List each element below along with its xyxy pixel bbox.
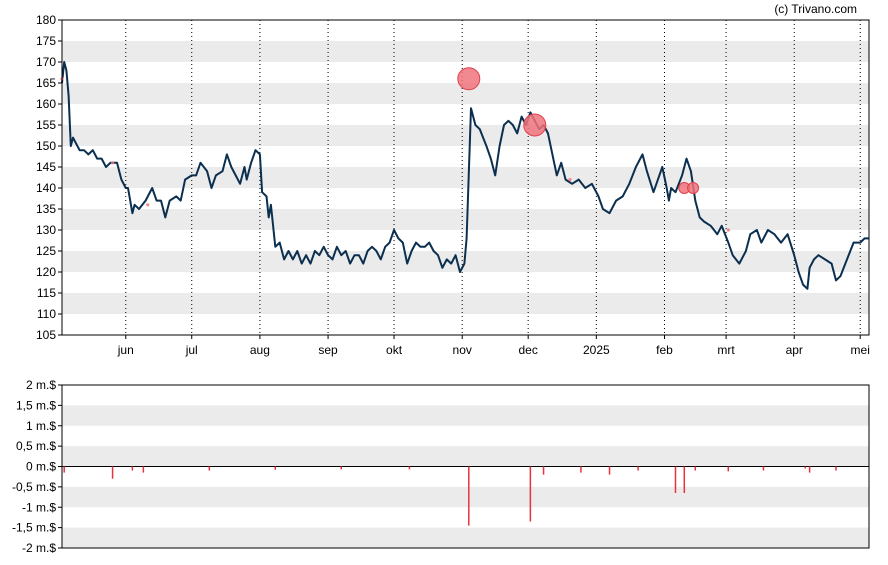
event-marker	[110, 161, 115, 165]
volume-bar	[274, 466, 277, 470]
x-tick-label: feb	[656, 343, 673, 357]
volume-bar	[835, 466, 837, 471]
y-tick-label: 170	[36, 55, 56, 69]
volume-panel: 2 m.$ 1,5 m.$ 1 m.$ 0,5 m.$ 0 m.$ -0,5 m.$ -1 …	[12, 378, 870, 555]
x-tick-label: okt	[386, 343, 403, 357]
volume-y-tick-label: -0,5 m.$	[12, 480, 56, 494]
event-marker	[726, 228, 730, 232]
volume-bar	[131, 466, 134, 471]
volume-bar	[694, 466, 697, 471]
volume-bar	[529, 466, 532, 522]
volume-bar	[762, 466, 765, 471]
price-band	[62, 167, 869, 188]
event-marker	[523, 113, 547, 137]
y-tick-label: 180	[36, 13, 56, 27]
y-tick-label: 135	[36, 202, 56, 216]
event-markers	[60, 67, 730, 232]
price-band	[62, 293, 869, 314]
x-tick-label: mrt	[717, 343, 735, 357]
volume-bar	[542, 466, 545, 475]
event-marker	[568, 178, 572, 182]
volume-bar	[637, 466, 639, 471]
y-tick-label: 140	[36, 181, 56, 195]
volume-band	[62, 446, 869, 467]
volume-bar	[111, 466, 114, 479]
price-x-ticks: jun jul aug sep okt nov dec 2025 feb mrt apr mei	[117, 335, 870, 357]
volume-y-tick-label: -1,5 m.$	[12, 521, 56, 535]
volume-y-ticks: 2 m.$ 1,5 m.$ 1 m.$ 0,5 m.$ 0 m.$ -0,5 m.$ -1 …	[12, 378, 62, 555]
x-tick-label: sep	[318, 343, 338, 357]
x-tick-label: jul	[185, 343, 198, 357]
volume-bar	[804, 466, 806, 469]
x-tick-label: aug	[250, 343, 270, 357]
event-marker	[146, 203, 150, 207]
volume-bar	[808, 466, 811, 473]
y-tick-label: 105	[36, 328, 56, 342]
x-tick-label: dec	[518, 343, 537, 357]
volume-band	[62, 486, 869, 508]
volume-y-tick-label: 1 m.$	[26, 419, 56, 433]
volume-band	[62, 527, 869, 548]
volume-bar	[674, 466, 677, 493]
y-tick-label: 115	[37, 286, 56, 300]
x-tick-label: jun	[117, 343, 134, 357]
y-tick-label: 145	[36, 160, 56, 174]
y-tick-label: 125	[36, 244, 56, 258]
credit-label: (c) Trivano.com	[774, 2, 857, 16]
volume-bands	[62, 405, 869, 548]
volume-bar	[63, 466, 65, 473]
y-tick-label: 155	[36, 118, 56, 132]
y-tick-label: 130	[36, 223, 56, 237]
x-tick-label: 2025	[583, 343, 610, 357]
price-frame	[61, 19, 870, 336]
volume-bar	[208, 466, 211, 471]
y-tick-label: 110	[37, 307, 56, 321]
volume-y-tick-label: -1 m.$	[22, 500, 56, 514]
price-band	[62, 41, 869, 62]
volume-bar	[683, 466, 686, 493]
volume-y-tick-label: -2 m.$	[22, 541, 56, 555]
price-band	[62, 83, 869, 104]
y-tick-label: 120	[36, 265, 56, 279]
volume-bar	[340, 466, 343, 470]
volume-y-tick-label: 0 m.$	[26, 460, 56, 474]
price-line	[61, 61, 869, 290]
volume-bars	[63, 466, 837, 526]
volume-y-tick-label: 2 m.$	[26, 378, 56, 392]
volume-y-tick-label: 1,5 m.$	[16, 398, 56, 412]
price-y-ticks: 105 110 115 120 125 130 135 140 145 150 155 160 165 1…	[36, 13, 62, 342]
y-tick-label: 175	[36, 34, 56, 48]
y-tick-label: 150	[36, 139, 56, 153]
event-marker	[687, 182, 700, 194]
volume-bar	[608, 466, 611, 475]
volume-bar	[408, 466, 411, 470]
x-tick-label: apr	[786, 343, 803, 357]
event-marker	[457, 67, 481, 91]
price-band	[62, 125, 869, 146]
price-band	[62, 209, 869, 230]
x-tick-label: nov	[453, 343, 472, 357]
price-panel: 105 110 115 120 125 130 135 140 145 150 155 160 165 1…	[36, 13, 870, 357]
volume-y-tick-label: 0,5 m.$	[16, 439, 56, 453]
y-tick-label: 165	[36, 76, 56, 90]
volume-bar	[468, 466, 470, 526]
volume-bar	[580, 466, 582, 473]
volume-band	[62, 405, 869, 426]
volume-bar	[142, 466, 145, 473]
y-tick-label: 160	[36, 97, 56, 111]
volume-bar	[727, 466, 730, 472]
price-bands	[62, 41, 869, 314]
x-tick-label: mei	[851, 343, 870, 357]
